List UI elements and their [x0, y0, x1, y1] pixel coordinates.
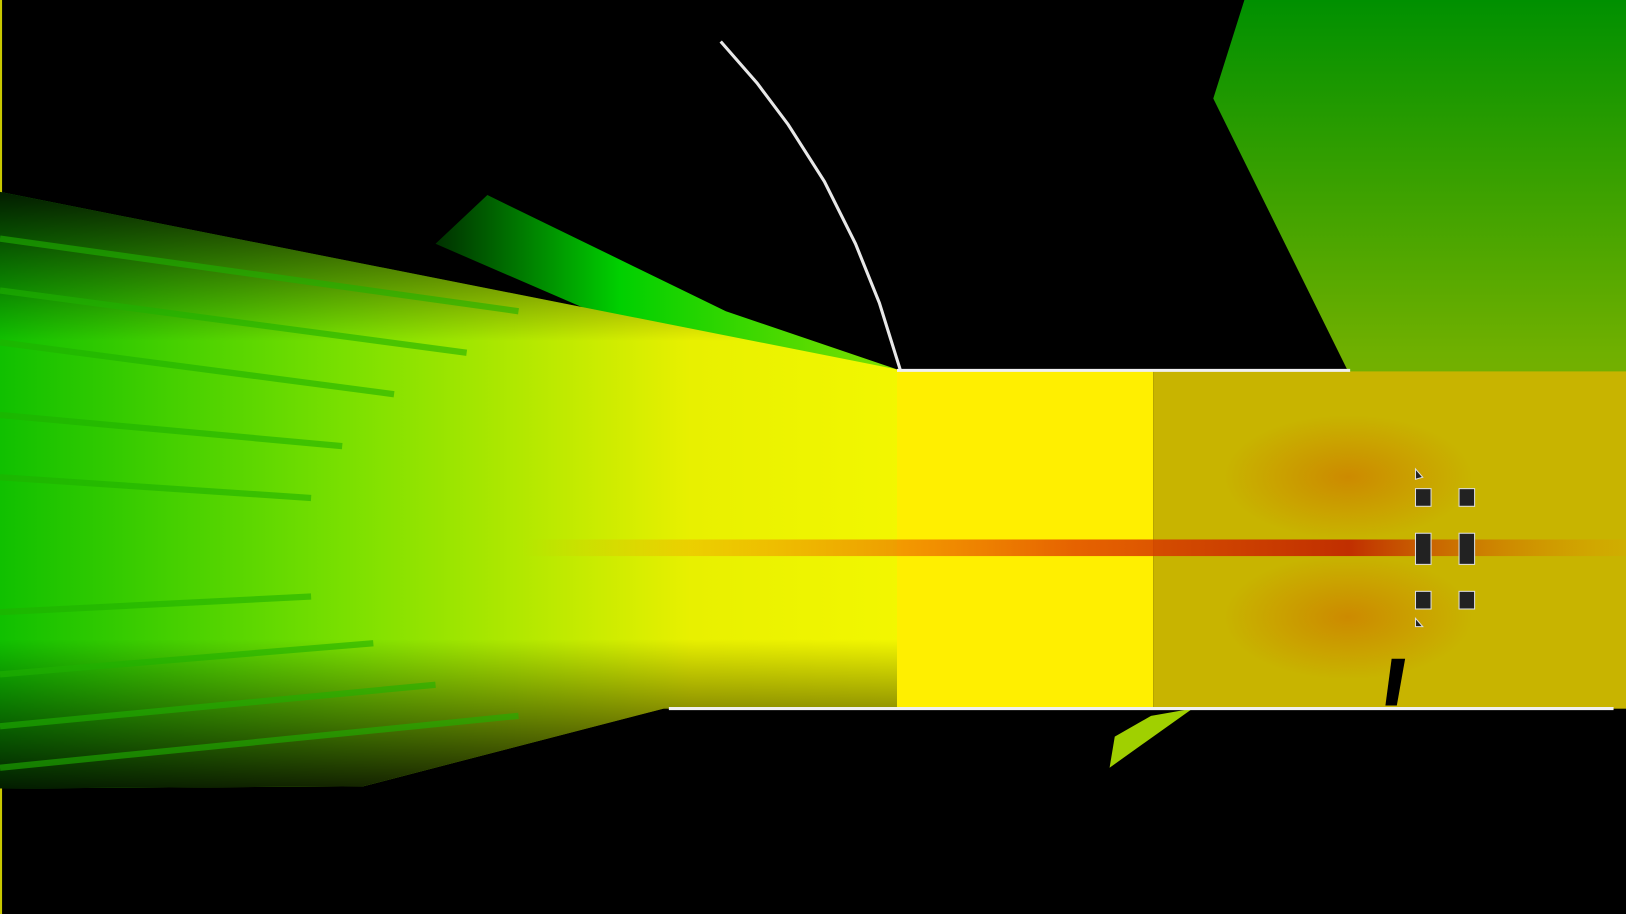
hot-spot — [1223, 414, 1473, 540]
curved-wall — [719, 40, 902, 370]
field-spill — [1109, 708, 1193, 768]
obstacles — [1414, 467, 1476, 628]
beam-core — [518, 539, 1626, 557]
field-wedge — [435, 195, 897, 370]
hot-spot — [1223, 555, 1473, 680]
post — [1385, 658, 1406, 706]
field-fan-shade — [0, 191, 897, 789]
field-streaks — [0, 235, 519, 771]
